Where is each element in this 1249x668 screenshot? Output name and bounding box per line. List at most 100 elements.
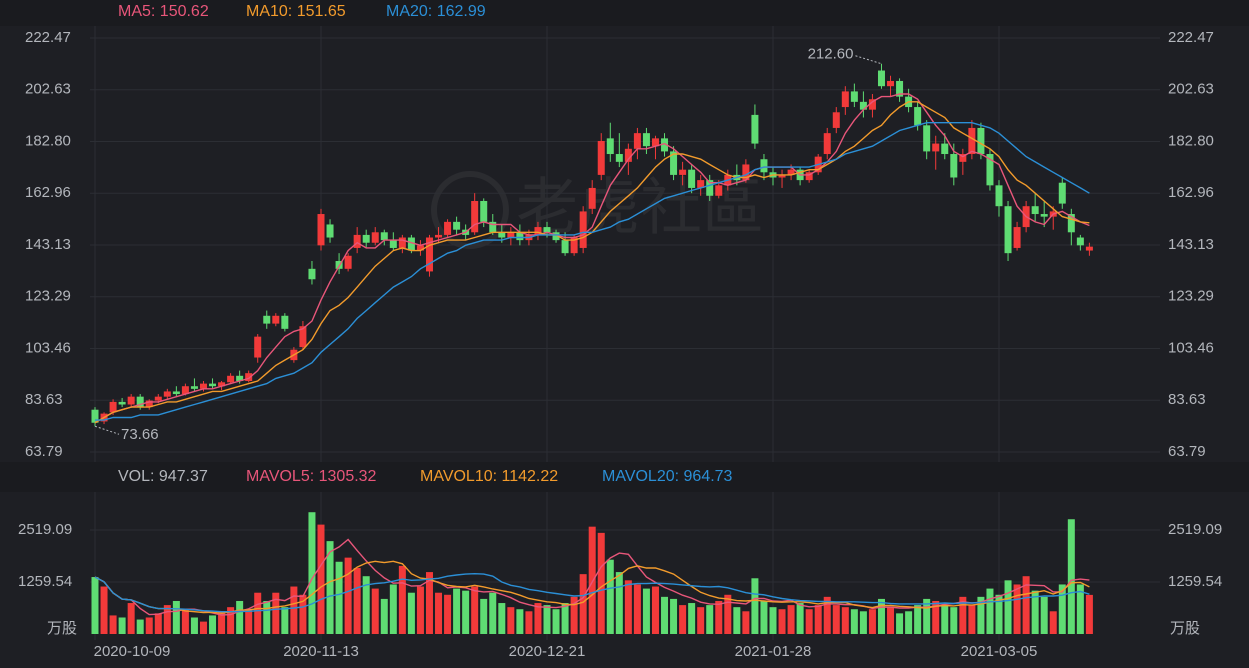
volume-bar [570, 596, 578, 634]
volume-bar [109, 615, 117, 634]
y-tick-label-right: 162.96 [1168, 184, 1214, 201]
volume-bar [462, 590, 470, 634]
candle-body [362, 234, 370, 243]
candle-body [489, 221, 497, 233]
volume-bar [706, 605, 714, 634]
volume-bar [227, 607, 235, 634]
candle-body [299, 326, 307, 348]
candle-body [914, 107, 922, 126]
volume-bar [308, 512, 316, 634]
candle-body [407, 237, 415, 251]
candle-body [823, 133, 831, 155]
volume-bar [136, 619, 144, 634]
candle-body [154, 396, 162, 401]
volume-bar [832, 605, 840, 634]
volume-bar [1085, 594, 1093, 634]
volume-bar [814, 605, 822, 634]
candle-body [968, 127, 976, 155]
candle-body [642, 133, 650, 147]
candle-body [480, 200, 488, 222]
volume-bar [651, 586, 659, 634]
ma-line [94, 101, 1090, 424]
volume-tick-label: 2519.09 [18, 521, 72, 538]
volume-bar [615, 572, 623, 634]
candle-body [570, 237, 578, 254]
candle-body [923, 125, 931, 152]
candle-body [868, 99, 876, 110]
candle-body [199, 383, 207, 389]
volume-bar [489, 592, 497, 634]
candle-body [498, 232, 506, 238]
candle-body [850, 91, 858, 102]
candle-body [281, 315, 289, 329]
x-tick-label: 2021-03-05 [961, 643, 1038, 660]
volume-bar [561, 603, 569, 634]
ma-legend: MA20: 162.99 [386, 3, 486, 20]
candle-body [751, 114, 759, 144]
volume-bar [326, 541, 334, 634]
volume-bar [688, 603, 696, 634]
volume-bar [579, 574, 587, 634]
candle-body [1031, 206, 1039, 215]
candle-body [326, 224, 334, 238]
volume-bar [335, 561, 343, 634]
volume-bar [444, 594, 452, 634]
volume-bar [299, 594, 307, 634]
candle-body [425, 237, 433, 272]
candle-body [236, 375, 244, 382]
volume-bar [624, 580, 632, 634]
candle-body [742, 164, 750, 181]
volume-bar [317, 524, 325, 634]
volume-legend-bar [0, 462, 1249, 492]
volume-bar [209, 615, 217, 634]
candle-body [344, 255, 352, 269]
candle-body [172, 391, 180, 395]
volume-bar [642, 588, 650, 634]
candle-body [507, 232, 515, 238]
x-tick-label: 2020-12-21 [509, 643, 586, 660]
ma-line [95, 122, 1090, 421]
volume-bar [959, 596, 967, 634]
candle-body [661, 138, 669, 152]
watermark-logo [431, 171, 509, 249]
y-tick-label-right: 222.47 [1168, 29, 1214, 46]
volume-bar [697, 607, 705, 634]
volume-bar [362, 576, 370, 634]
candle-body [1085, 246, 1093, 251]
volume-bar [507, 607, 515, 634]
candle-body [986, 154, 994, 186]
volume-bar [914, 605, 922, 634]
ma-line [94, 93, 1090, 424]
candle-body [877, 70, 885, 87]
candle-body [832, 112, 840, 128]
candle-body [227, 375, 235, 383]
candle-body [706, 180, 714, 196]
volume-bar [236, 600, 244, 634]
candle-body [1040, 214, 1048, 217]
y-tick-label-right: 123.29 [1168, 288, 1214, 305]
candle-body [371, 232, 379, 243]
volume-bar [986, 588, 994, 634]
y-tick-label: 162.96 [25, 184, 71, 201]
volume-unit: 万股 [1170, 620, 1200, 637]
annotation-label: 212.60 [808, 46, 854, 63]
volume-bar [661, 596, 669, 634]
volume-bar [751, 578, 759, 634]
volume-bar [380, 598, 388, 634]
candle-body [715, 185, 723, 196]
volume-bar [534, 603, 542, 634]
candle-body [633, 133, 641, 149]
volume-bar [724, 594, 732, 634]
volume-bar [344, 557, 352, 634]
volume-bar [290, 586, 298, 634]
volume-tick-label-right: 2519.09 [1168, 521, 1222, 538]
volume-bar [597, 532, 605, 634]
candle-body [380, 232, 388, 241]
volume-bar [416, 586, 424, 634]
x-tick-label: 2020-11-13 [283, 643, 359, 660]
volume-bar [453, 588, 461, 634]
volume-bar [679, 605, 687, 634]
candle-body [416, 245, 424, 251]
y-tick-label-right: 202.63 [1168, 81, 1214, 98]
volume-bar [868, 609, 876, 634]
